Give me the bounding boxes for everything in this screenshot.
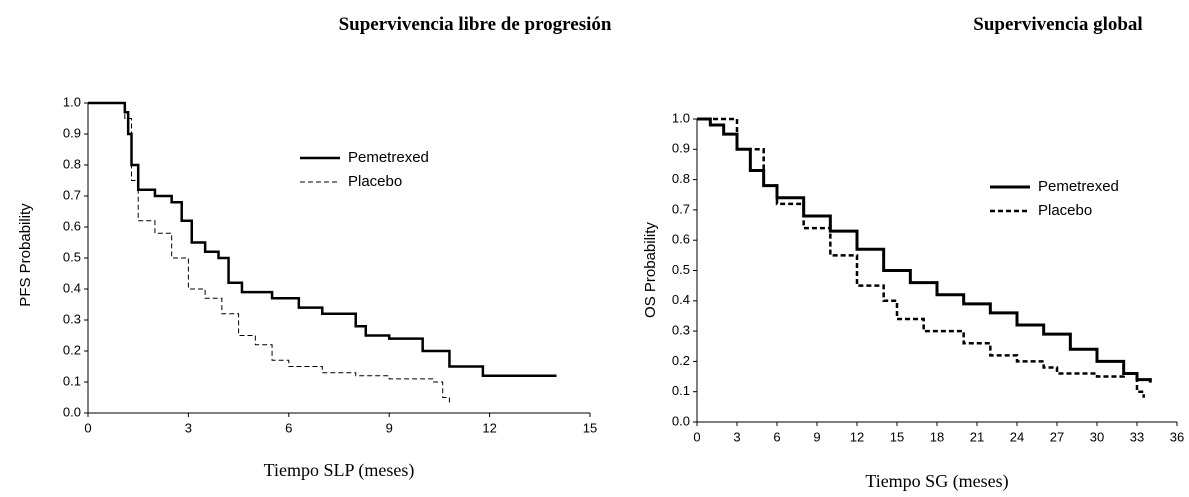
y-tick-label: 0.4 (672, 292, 690, 307)
legend-label: Pemetrexed (1038, 178, 1119, 195)
survival-curve (697, 117, 1145, 398)
survival-curve (88, 102, 450, 404)
x-tick-label: 0 (693, 429, 700, 444)
x-tick-label: 36 (1170, 429, 1184, 444)
x-tick-label: 12 (482, 420, 496, 435)
x-tick-label: 18 (930, 429, 944, 444)
y-tick-label: 0.1 (63, 373, 81, 388)
x-tick-label: 27 (1050, 429, 1064, 444)
y-tick-label: 0.5 (63, 249, 81, 264)
y-tick-label: 0.8 (672, 171, 690, 186)
y-tick-label: 0.8 (63, 156, 81, 171)
y-tick-label: 0.0 (672, 413, 690, 428)
y-tick-label: 0.2 (672, 353, 690, 368)
x-tick-label: 3 (185, 420, 192, 435)
legend-label: Placebo (1038, 202, 1092, 219)
y-tick-label: 0.7 (63, 187, 81, 202)
chart-title: Supervivencia libre de progresión (339, 14, 612, 35)
y-axis-label: OS Probability (642, 222, 659, 318)
y-tick-label: 0.3 (63, 311, 81, 326)
y-tick-label: 0.9 (672, 141, 690, 156)
y-tick-label: 1.0 (672, 110, 690, 125)
x-tick-label: 15 (583, 420, 597, 435)
legend-label: Placebo (348, 173, 402, 190)
y-tick-label: 0.4 (63, 280, 81, 295)
x-tick-label: 9 (813, 429, 820, 444)
y-tick-label: 0.6 (672, 232, 690, 247)
x-tick-label: 3 (733, 429, 740, 444)
x-tick-label: 12 (850, 429, 864, 444)
x-tick-label: 24 (1010, 429, 1024, 444)
x-tick-label: 21 (970, 429, 984, 444)
y-tick-label: 0.9 (63, 125, 81, 140)
y-tick-label: 0.7 (672, 201, 690, 216)
x-tick-label: 9 (386, 420, 393, 435)
survival-curve (697, 117, 1152, 383)
y-axis-label: PFS Probability (17, 203, 34, 307)
survival-curve (88, 101, 557, 378)
y-tick-label: 0.3 (672, 323, 690, 338)
y-tick-label: 0.1 (672, 383, 690, 398)
y-tick-label: 1.0 (63, 94, 81, 109)
y-tick-label: 0.0 (63, 404, 81, 419)
y-tick-label: 0.5 (672, 262, 690, 277)
x-tick-label: 30 (1090, 429, 1104, 444)
y-tick-label: 0.2 (63, 342, 81, 357)
x-tick-label: 6 (773, 429, 780, 444)
chart-title: Supervivencia global (973, 14, 1142, 35)
x-axis-label: Tiempo SG (meses) (865, 471, 1008, 492)
x-tick-label: 6 (285, 420, 292, 435)
x-tick-label: 15 (890, 429, 904, 444)
y-tick-label: 0.6 (63, 218, 81, 233)
x-tick-label: 0 (84, 420, 91, 435)
x-axis-label: Tiempo SLP (meses) (264, 460, 415, 481)
legend-label: Pemetrexed (348, 149, 429, 166)
x-tick-label: 33 (1130, 429, 1144, 444)
